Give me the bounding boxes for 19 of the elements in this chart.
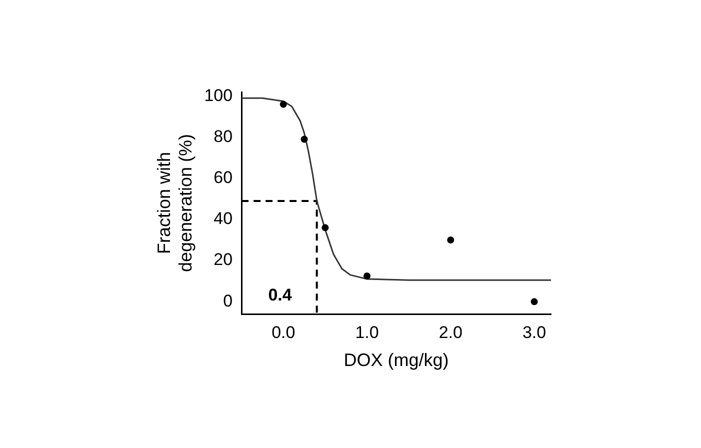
x-tick-label: 1.0 [355, 322, 379, 342]
x-tick-label: 0.0 [272, 322, 296, 342]
point [322, 224, 329, 232]
y-axis-title: Fraction with degeneration (%) [154, 134, 196, 272]
point [280, 100, 287, 108]
x-axis-title: DOX (mg/kg) [344, 350, 449, 370]
y-tick-label: 100 [204, 86, 233, 105]
point [364, 272, 371, 280]
y-tick-label: 20 [214, 250, 233, 270]
point [447, 236, 454, 244]
y-tick-label: 60 [214, 168, 233, 188]
point [300, 136, 308, 143]
x-tick-label: 2.0 [438, 322, 462, 342]
point [530, 298, 538, 306]
annotation: 0.4 [268, 285, 292, 304]
x-tick-label: 3.0 [522, 322, 546, 342]
y-tick-label: 0 [223, 291, 233, 310]
y-tick-label: 80 [214, 126, 233, 146]
y-tick-label: 40 [214, 209, 233, 228]
